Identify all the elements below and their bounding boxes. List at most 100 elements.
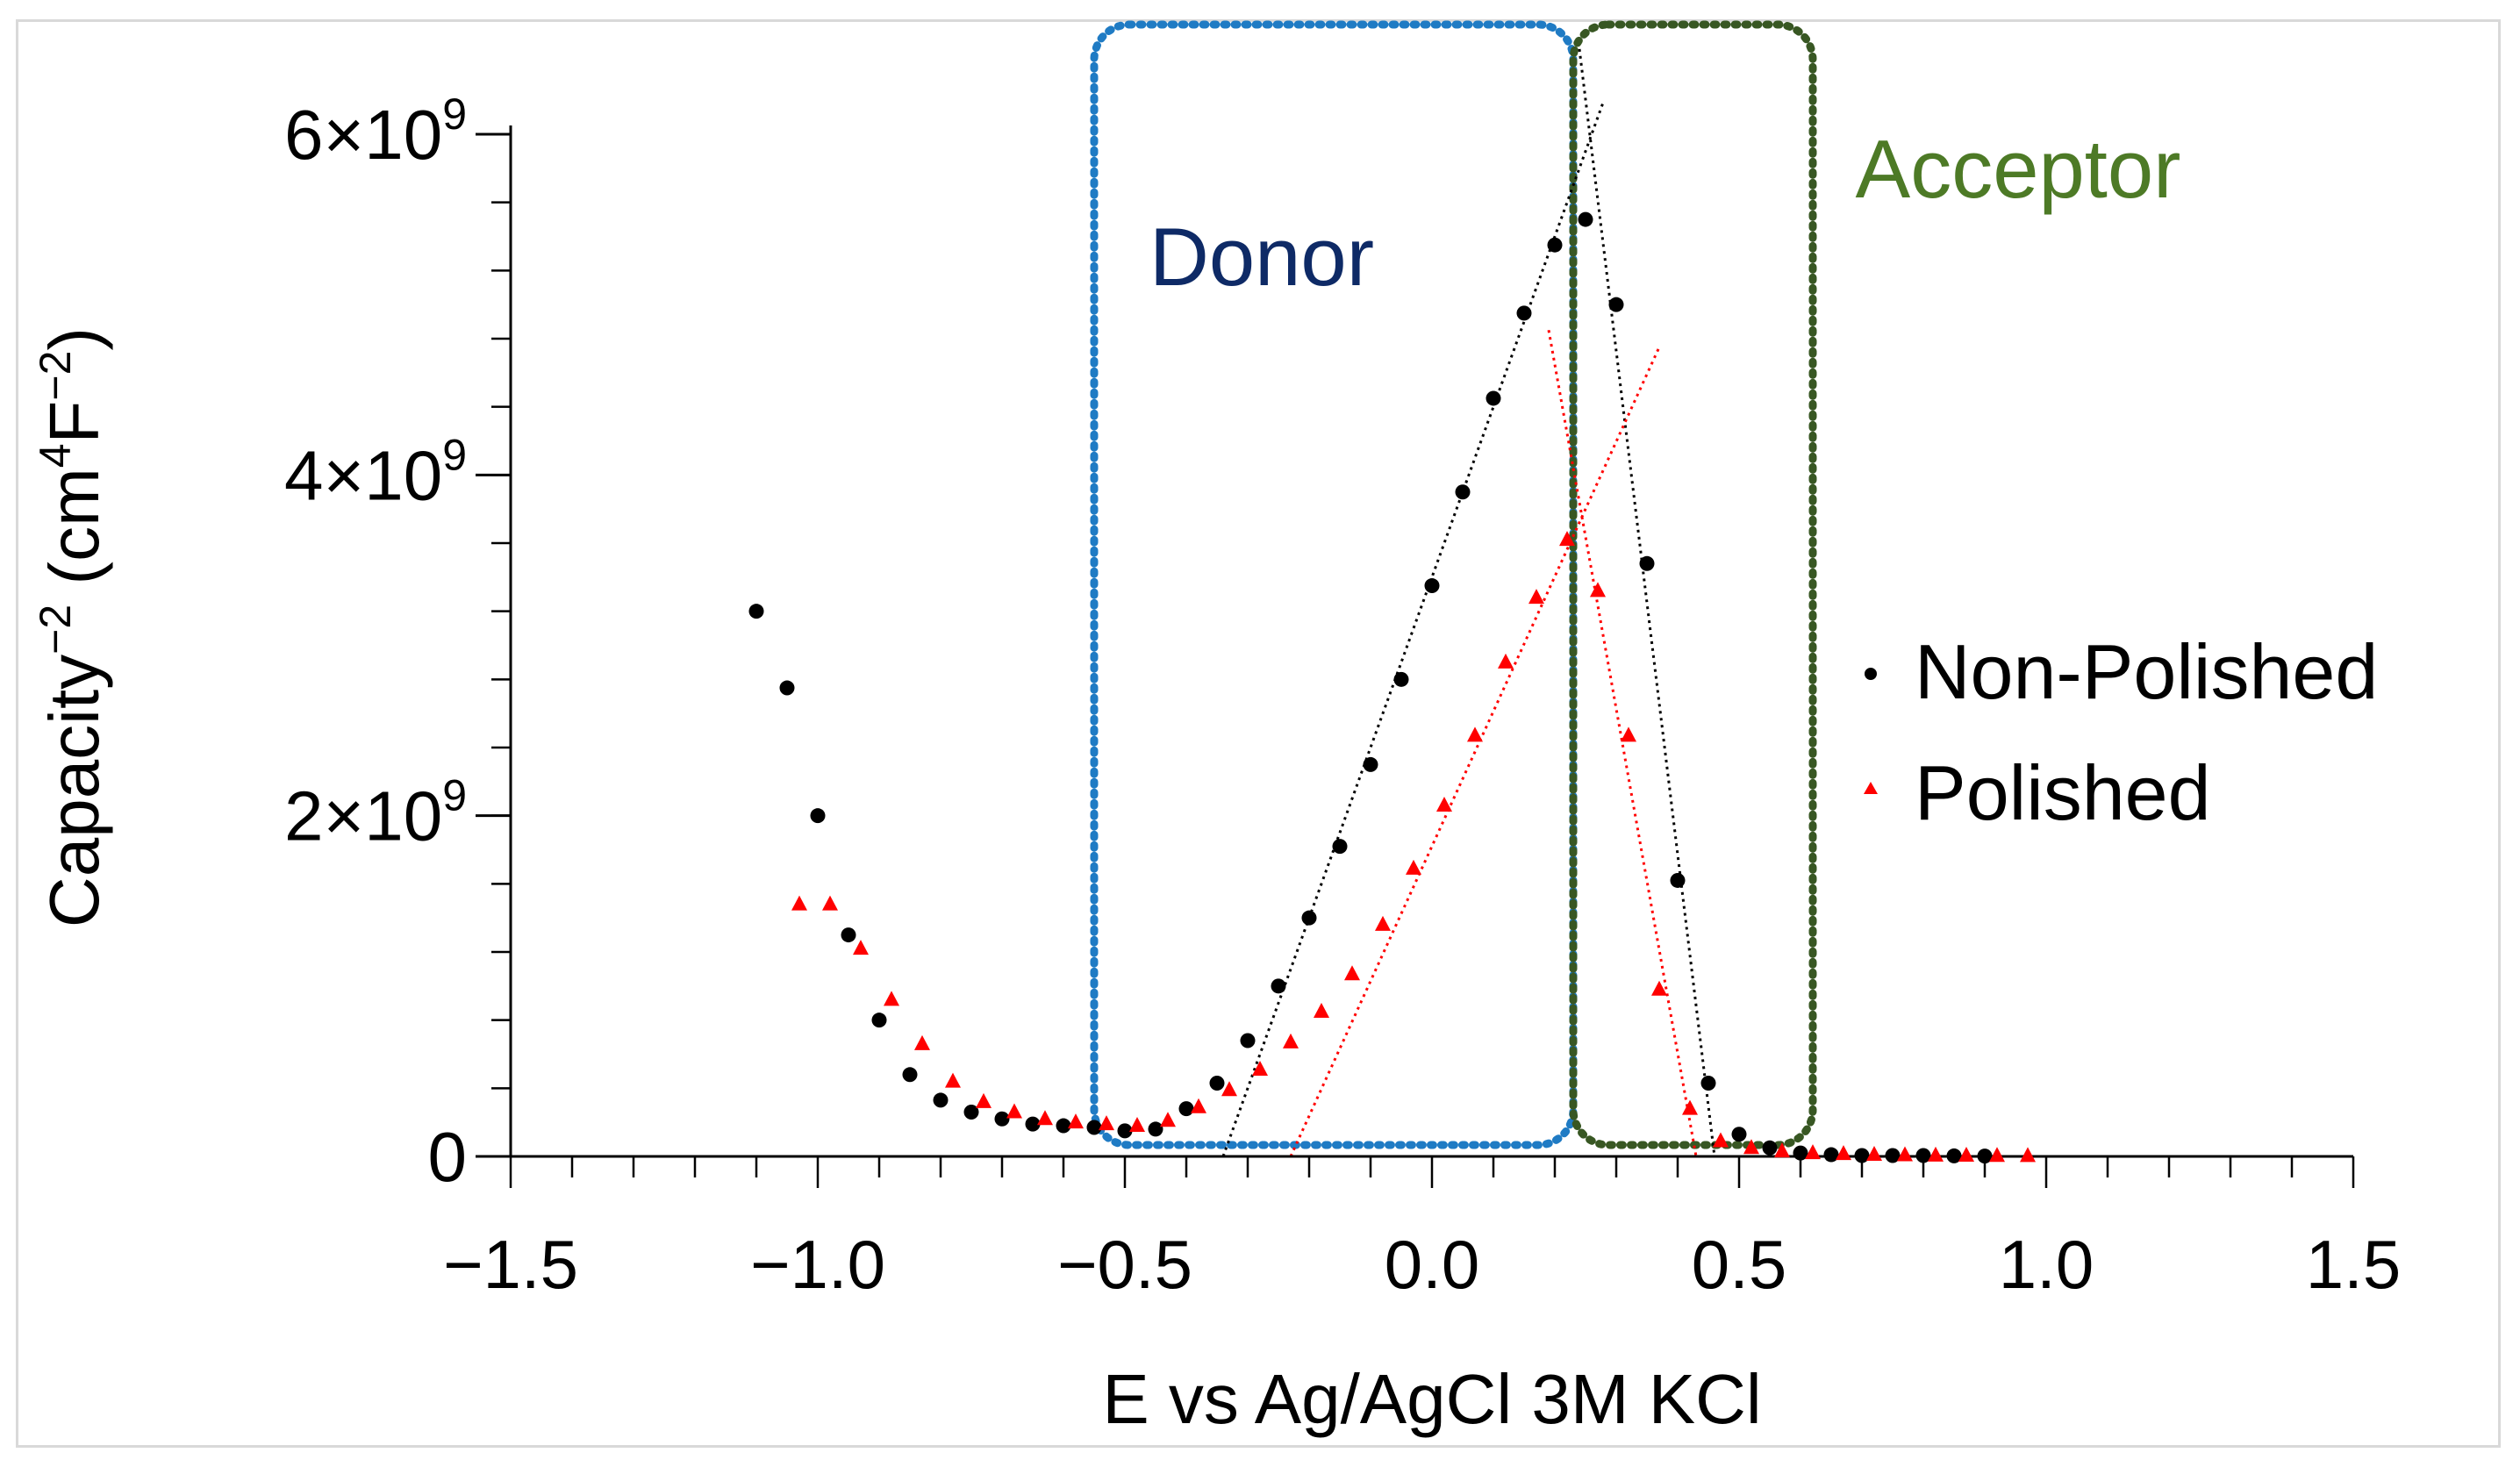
data-point-non-polished — [1700, 1076, 1716, 1091]
data-point-non-polished — [1915, 1148, 1931, 1163]
data-point-non-polished — [1977, 1149, 1993, 1164]
data-point-non-polished — [1608, 297, 1624, 312]
y-tick-label-base: 0 — [428, 1118, 468, 1196]
data-point-polished — [1283, 1033, 1299, 1048]
fit-line-polished — [1289, 347, 1661, 1157]
x-tick-label: −0.5 — [1057, 1226, 1192, 1303]
data-point-polished — [2020, 1147, 2036, 1163]
data-point-polished — [1467, 726, 1483, 742]
data-point-non-polished — [1271, 978, 1286, 994]
donor-region-box — [1090, 20, 1578, 1149]
x-tick-label: 0.5 — [1692, 1226, 1786, 1303]
data-point-polished — [1989, 1147, 2005, 1163]
data-point-non-polished — [1547, 237, 1563, 253]
data-point-non-polished — [748, 604, 764, 619]
data-point-polished — [1436, 797, 1452, 812]
data-point-non-polished — [1823, 1147, 1839, 1163]
data-point-polished — [1037, 1110, 1053, 1126]
data-point-polished — [1590, 582, 1606, 598]
y-tick-label: 6×109 — [284, 89, 467, 174]
y-tick-label-base: 2×10 — [284, 777, 442, 855]
x-tick-label: 1.5 — [2306, 1226, 2401, 1303]
data-point-polished — [1713, 1132, 1729, 1148]
data-point-polished — [1252, 1060, 1268, 1076]
data-point-non-polished — [902, 1067, 918, 1083]
data-point-polished — [976, 1092, 992, 1108]
data-point-polished — [1160, 1112, 1176, 1127]
data-point-polished — [1375, 915, 1391, 931]
x-tick-label: 1.0 — [1999, 1226, 2094, 1303]
x-tick-label: 0.0 — [1385, 1226, 1479, 1303]
y-tick-label: 2×109 — [284, 771, 467, 855]
y-axis-label-unit-sup1: 4 — [31, 443, 80, 468]
data-point-polished — [1928, 1146, 1944, 1162]
data-point-polished — [1805, 1144, 1821, 1160]
data-point-non-polished — [1393, 671, 1409, 687]
data-point-polished — [1651, 980, 1667, 996]
data-point-polished — [791, 895, 807, 911]
data-point-non-polished — [1639, 555, 1655, 571]
data-point-non-polished — [1424, 578, 1440, 594]
acceptor-region-label: Acceptor — [1856, 123, 2181, 215]
data-point-non-polished — [1117, 1123, 1133, 1139]
data-point-non-polished — [810, 808, 826, 824]
data-point-polished — [1099, 1115, 1114, 1131]
data-point-polished — [1897, 1146, 1913, 1162]
y-axis-label-unit-mid: F — [35, 401, 113, 444]
y-axis-label-main: Capacity — [35, 655, 113, 927]
data-point-polished — [1221, 1081, 1237, 1097]
data-point-non-polished — [779, 680, 795, 696]
data-point-non-polished — [1056, 1118, 1071, 1134]
data-point-non-polished — [1363, 756, 1378, 772]
data-point-non-polished — [1332, 839, 1348, 855]
y-tick-label: 4×109 — [284, 430, 467, 514]
y-axis-label-unit-open: (cm — [35, 468, 113, 605]
y-tick-label-exp: 9 — [442, 89, 467, 139]
data-point-polished — [1621, 726, 1636, 742]
data-point-polished — [1406, 859, 1421, 875]
acceptor-region-box — [1569, 20, 1817, 1149]
data-point-polished — [884, 991, 899, 1006]
region-group — [1090, 20, 1817, 1149]
x-tick-label: −1.5 — [443, 1226, 578, 1303]
donor-region-label: Donor — [1149, 211, 1374, 303]
data-point-polished — [1344, 965, 1360, 981]
data-point-group — [748, 211, 2036, 1164]
legend: Non-Polished Polished — [1864, 628, 2378, 836]
data-point-polished — [853, 940, 869, 955]
x-tick-label: −1.0 — [750, 1226, 885, 1303]
label-group: E vs Ag/AgCl 3M KCl Capacity−2 (cm4F−2) … — [31, 123, 2378, 1438]
legend-label-non-polished: Non-Polished — [1915, 628, 2378, 715]
data-point-polished — [1498, 653, 1514, 669]
data-point-non-polished — [1854, 1148, 1870, 1163]
data-point-polished — [1743, 1139, 1759, 1155]
data-point-polished — [1528, 589, 1544, 605]
data-point-non-polished — [1885, 1148, 1901, 1163]
x-axis-label: E vs Ag/AgCl 3M KCl — [1102, 1360, 1761, 1438]
data-point-non-polished — [1578, 211, 1593, 227]
data-point-non-polished — [1455, 484, 1471, 500]
data-point-non-polished — [1946, 1148, 1962, 1163]
fit-line-non-polished — [1221, 99, 1606, 1157]
y-axis-label-unit-sup2: −2 — [31, 351, 80, 401]
data-point-polished — [914, 1034, 930, 1050]
y-axis-label: Capacity−2 (cm4F−2) — [31, 327, 113, 927]
y-tick-label-exp: 9 — [442, 771, 467, 820]
data-point-polished — [1191, 1098, 1206, 1113]
data-point-non-polished — [963, 1105, 979, 1120]
data-point-non-polished — [1025, 1116, 1041, 1132]
legend-marker-polished — [1864, 782, 1878, 794]
data-point-polished — [822, 895, 838, 911]
data-point-polished — [945, 1072, 961, 1088]
data-point-polished — [1774, 1142, 1790, 1158]
data-point-non-polished — [1486, 390, 1501, 406]
data-point-polished — [1682, 1099, 1698, 1115]
y-tick-label-exp: 9 — [442, 430, 467, 479]
y-axis-label-unit-close: ) — [35, 327, 113, 351]
data-point-non-polished — [933, 1092, 949, 1108]
data-point-non-polished — [1301, 910, 1317, 926]
data-point-polished — [1559, 531, 1575, 547]
data-point-non-polished — [871, 1013, 887, 1028]
